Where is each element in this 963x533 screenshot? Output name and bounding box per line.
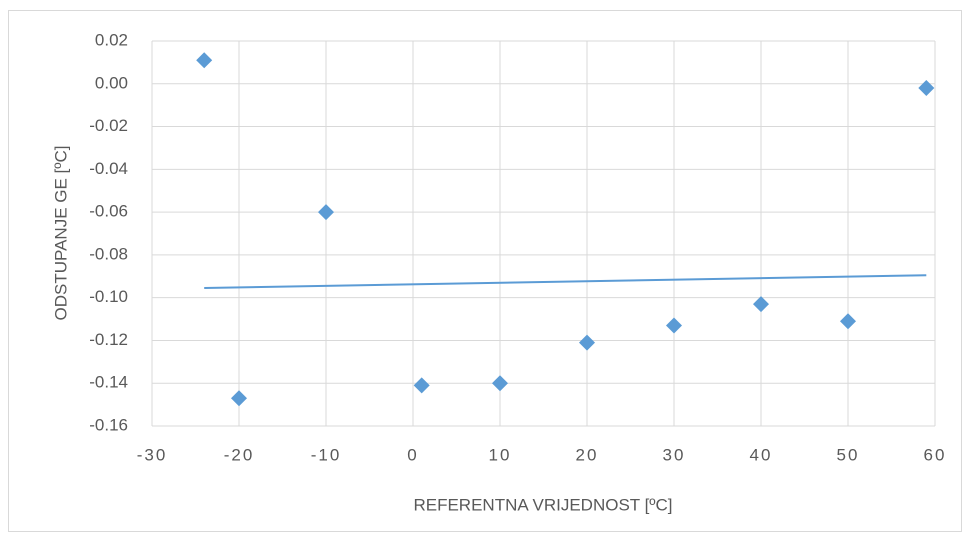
x-tick-label: -10 [311,445,342,464]
x-tick-label: -30 [137,445,168,464]
x-tick-label: 40 [750,445,773,464]
x-tick-label: 30 [663,445,686,464]
y-axis-title: ODSTUPANJE GE [ºC] [51,146,70,321]
x-tick-label: 0 [407,445,418,464]
chart-frame [8,10,962,532]
y-tick-label: -0.08 [89,244,128,263]
point [579,334,595,351]
y-tick-label: 0.00 [95,73,128,92]
point [918,80,935,97]
x-axis-title: REFERENTNA VRIJEDNOST [ºC] [413,495,672,514]
point [753,296,769,313]
y-tick-label: -0.04 [89,159,128,178]
y-tick-label: -0.16 [89,415,128,434]
point [492,375,508,392]
x-tick-label: 20 [576,445,599,464]
point [413,377,430,394]
y-tick-label: -0.12 [89,330,128,349]
point [196,52,213,69]
x-tick-label: 50 [837,445,860,464]
trendline [204,274,927,290]
y-tick-label: -0.06 [89,202,128,221]
y-tick-label: -0.14 [89,373,128,392]
point [231,390,247,407]
y-tick-label: -0.02 [89,116,128,135]
x-tick-label: 10 [489,445,512,464]
y-tick-label: 0.02 [95,30,128,49]
point [840,313,856,330]
x-tick-label: -20 [224,445,255,464]
point [666,317,682,334]
x-tick-label: 60 [924,445,947,464]
point [318,204,334,221]
y-tick-label: -0.10 [89,287,128,306]
